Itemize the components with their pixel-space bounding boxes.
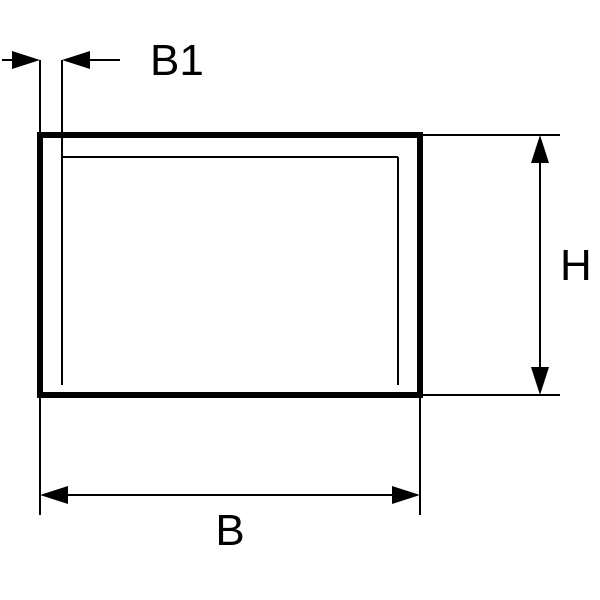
outer-rectangle (40, 135, 420, 395)
dimension-label-h: H (560, 241, 592, 290)
dimension-label-b: B (215, 506, 244, 555)
dimension-label-b1: B1 (150, 36, 204, 85)
